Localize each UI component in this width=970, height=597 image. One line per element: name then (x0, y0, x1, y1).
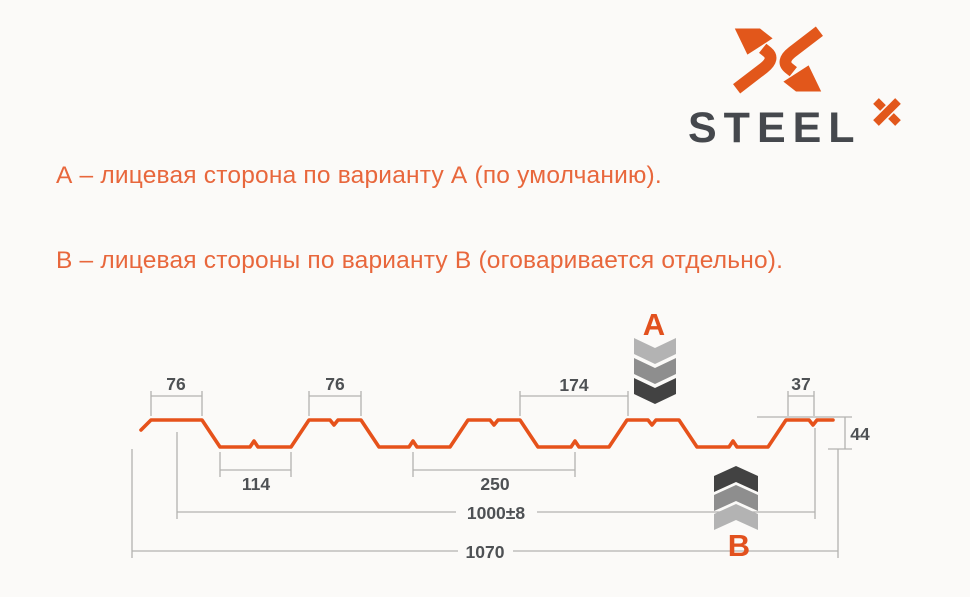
dim-crest-top-left: 76 (166, 374, 186, 394)
note-variant-b: В – лицевая стороны по варианту В (огова… (56, 247, 784, 274)
brand-text: STEEL (688, 104, 862, 152)
dimension-extension-lines (131, 391, 852, 558)
dim-valley-bottom: 114 (242, 474, 270, 494)
marker-a-label: А (643, 307, 665, 342)
dim-crest-top-mid: 76 (325, 374, 345, 394)
marker-b-label: В (728, 528, 750, 563)
chevron-down-icon (634, 338, 676, 404)
variant-a-marker: А (634, 307, 676, 404)
variant-b-marker: В (714, 466, 758, 563)
brand-x-icon (873, 98, 901, 126)
dim-profile-height: 44 (850, 424, 870, 444)
dimension-lines (132, 395, 838, 552)
sheet-profile-line (139, 418, 835, 449)
note-variant-a: А – лицевая сторона по варианту А (по ум… (56, 162, 662, 189)
dim-overall-width: 1070 (466, 542, 505, 562)
chevron-up-icon (714, 466, 758, 530)
steelx-logo-icon (733, 26, 823, 94)
dim-rib-pitch: 250 (480, 474, 509, 494)
dim-edge-crest: 37 (791, 374, 810, 394)
dim-trough-opening: 174 (559, 375, 588, 395)
steelx-logo: STEEL (688, 14, 918, 152)
dim-working-width: 1000±8 (467, 503, 526, 523)
dimension-labels: 76 76 174 37 114 250 1000±8 1070 44 (166, 374, 870, 562)
logo-wordmark: STEEL (688, 98, 901, 152)
